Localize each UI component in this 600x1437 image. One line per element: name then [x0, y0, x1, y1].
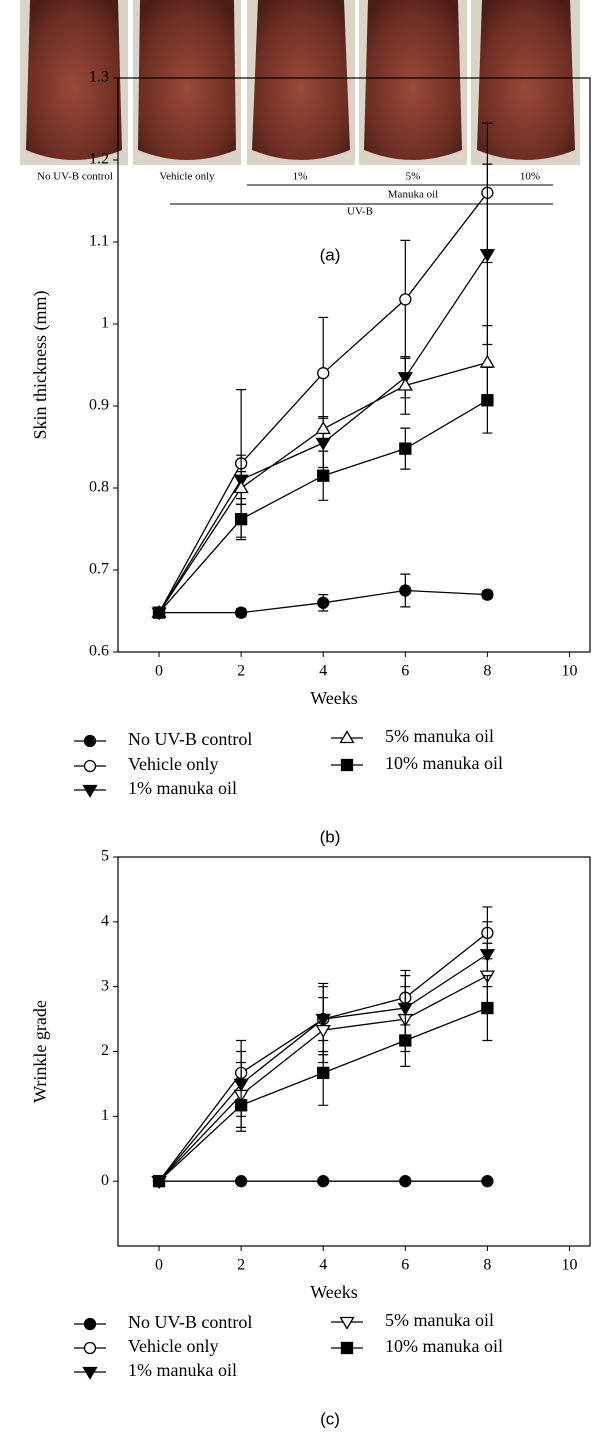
marker	[234, 1175, 248, 1188]
marker	[399, 1175, 412, 1188]
x-axis-label: Weeks	[310, 1282, 358, 1302]
y-axis-label: Wrinkle grade	[30, 1000, 50, 1103]
marker	[317, 1066, 330, 1080]
photo-label: 5%	[406, 171, 421, 183]
y-tick-label: 2	[101, 1042, 109, 1059]
legend-marker	[83, 1317, 97, 1331]
legend-marker	[83, 734, 97, 748]
marker	[481, 394, 494, 407]
marker	[317, 1175, 330, 1188]
x-tick-label: 2	[237, 1257, 245, 1274]
group-label: UV-B	[347, 206, 373, 218]
y-tick-label: 1.1	[89, 233, 109, 250]
marker	[399, 1034, 412, 1047]
marker	[399, 442, 412, 455]
x-tick-label: 0	[155, 1257, 163, 1274]
marker	[317, 367, 330, 380]
legend-marker	[340, 1341, 354, 1355]
marker	[479, 249, 496, 263]
y-tick-label: 1.3	[89, 69, 109, 86]
photo-skin	[138, 0, 236, 160]
legend-label: 10% manuka oil	[385, 1336, 503, 1356]
legend-label: Vehicle only	[128, 754, 218, 774]
y-tick-label: 0.9	[89, 397, 109, 414]
y-tick-label: 3	[101, 977, 109, 994]
legend-label: No UV-B control	[128, 1312, 252, 1332]
legend-marker	[340, 758, 354, 772]
photo-skin	[364, 0, 462, 160]
marker	[315, 1024, 331, 1038]
marker	[317, 596, 330, 609]
legend-label: 1% manuka oil	[128, 778, 237, 798]
marker	[399, 293, 412, 306]
legend-label: 5% manuka oil	[385, 726, 494, 746]
x-tick-label: 2	[237, 663, 245, 680]
marker	[317, 469, 330, 482]
group-label: Manuka oil	[388, 189, 438, 201]
legend-marker	[82, 784, 98, 798]
marker	[479, 354, 496, 368]
legend-label: 10% manuka oil	[385, 753, 503, 773]
panel-caption: (b)	[320, 827, 341, 846]
y-tick-label: 1	[101, 1107, 109, 1124]
plot-frame	[117, 77, 591, 653]
x-tick-label: 6	[401, 1257, 409, 1274]
x-tick-label: 4	[319, 1257, 327, 1274]
photo-label: 10%	[520, 171, 540, 183]
marker	[234, 606, 248, 619]
y-tick-label: 0	[101, 1172, 109, 1189]
panel-caption: (c)	[320, 1409, 340, 1428]
marker	[399, 584, 412, 597]
photo-label: No UV-B control	[37, 171, 113, 183]
y-tick-label: 0.8	[89, 479, 109, 496]
legend-label: Vehicle only	[128, 1336, 218, 1356]
x-tick-label: 8	[483, 663, 491, 680]
marker	[397, 377, 413, 391]
legend-marker	[83, 1341, 97, 1355]
x-tick-label: 10	[561, 1257, 577, 1274]
photo-skin	[252, 0, 350, 160]
y-tick-label: 0.6	[89, 643, 109, 660]
legend-label: No UV-B control	[128, 729, 252, 749]
y-axis-label: Skin thickness (mm)	[30, 291, 51, 440]
marker	[152, 1175, 166, 1188]
y-tick-label: 5	[101, 848, 109, 865]
x-axis-label: Weeks	[310, 688, 358, 708]
marker	[481, 588, 494, 601]
legend-label: 5% manuka oil	[385, 1310, 494, 1330]
x-tick-label: 6	[401, 663, 409, 680]
marker	[233, 480, 249, 494]
y-tick-label: 1	[101, 315, 109, 332]
y-tick-label: 1.2	[89, 151, 109, 168]
marker	[152, 606, 166, 619]
legend-marker	[339, 730, 355, 744]
legend-marker	[339, 1316, 355, 1330]
y-tick-label: 0.7	[89, 561, 109, 578]
x-tick-label: 0	[155, 663, 163, 680]
marker	[234, 1099, 248, 1112]
legend-marker	[82, 1366, 98, 1380]
photo-skin	[26, 0, 122, 160]
marker	[315, 421, 331, 435]
marker	[481, 1001, 494, 1015]
x-tick-label: 4	[319, 663, 327, 680]
photo-label: Vehicle only	[159, 171, 215, 183]
marker	[234, 513, 248, 526]
marker	[481, 1175, 494, 1188]
x-tick-label: 8	[483, 1257, 491, 1274]
legend-label: 1% manuka oil	[128, 1360, 237, 1380]
photo-label: 1%	[293, 171, 308, 183]
photos	[20, 0, 580, 165]
panel-caption: (a)	[320, 245, 341, 264]
legend-marker	[83, 759, 97, 773]
y-tick-label: 4	[101, 913, 109, 930]
plot-frame	[117, 856, 591, 1247]
photo-skin	[477, 0, 575, 160]
x-tick-label: 10	[561, 663, 577, 680]
